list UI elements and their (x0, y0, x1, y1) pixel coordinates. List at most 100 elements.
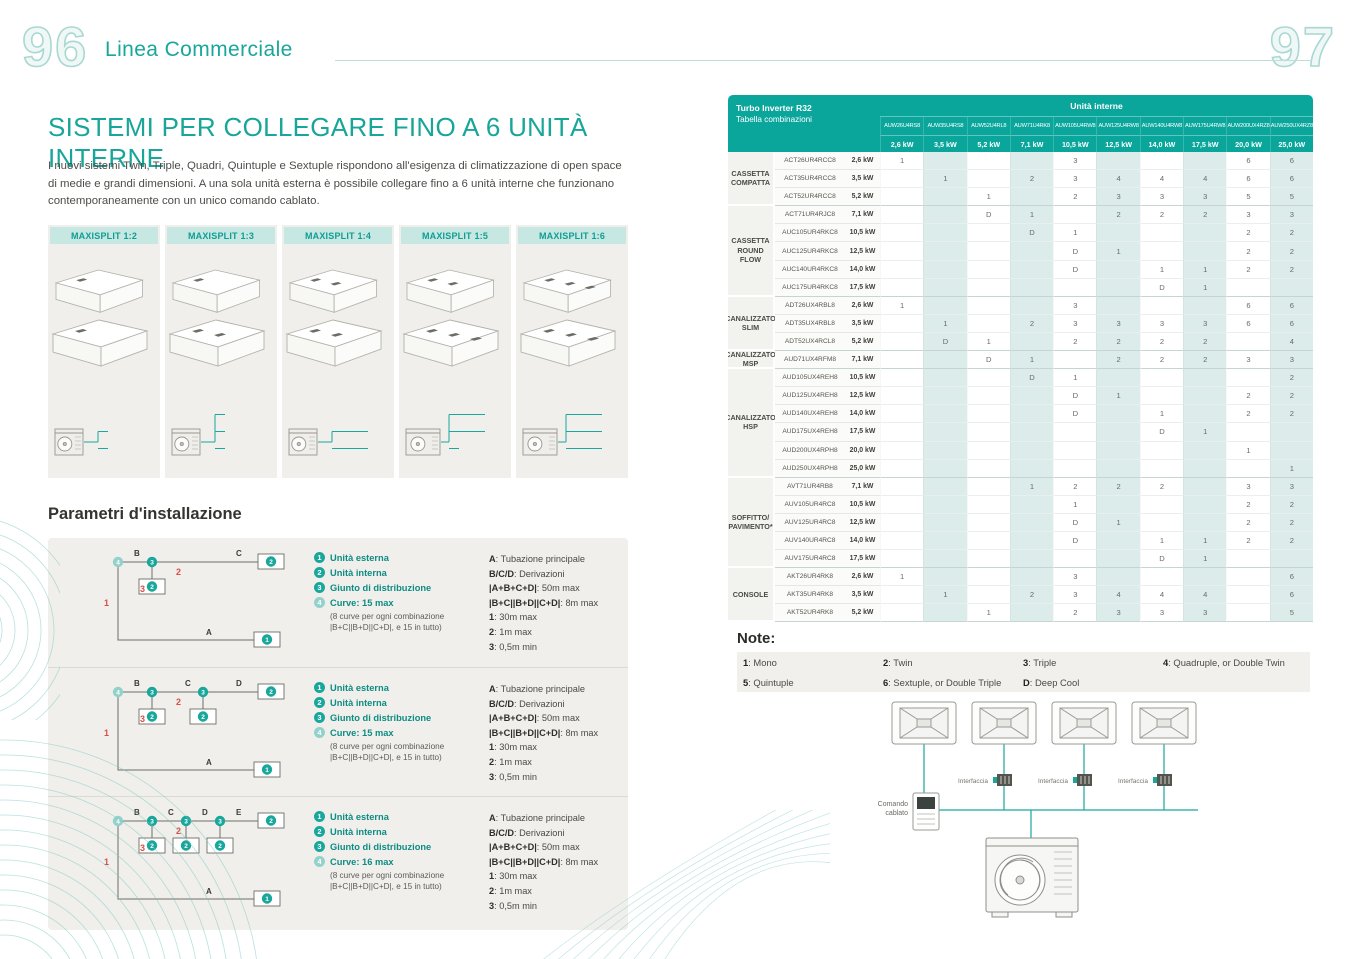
combination-cell: 3 (1269, 351, 1313, 370)
svg-text:1: 1 (104, 857, 109, 867)
legend-item-label: Unità interna (330, 826, 387, 837)
combination-cell: 4 (1269, 332, 1313, 352)
combination-cell (1009, 405, 1054, 424)
combination-cell: 2 (1226, 405, 1270, 424)
combination-cell: 2 (1269, 242, 1313, 261)
room-isometric (405, 269, 495, 313)
row-model: AUV175UR4RC8 (775, 550, 845, 569)
spec-key: 2 (489, 626, 495, 637)
install-legend: 1 Unità esterna 2 Unità interna 3 Giunto di d… (314, 544, 489, 667)
combination-cell: 1 (1183, 423, 1227, 442)
combination-cell: 3 (1096, 604, 1140, 623)
row-kw: 12,5 kW (845, 513, 880, 532)
room-isometric (288, 269, 378, 313)
combination-cell (1096, 550, 1140, 569)
combination-cell: 1 (1053, 496, 1097, 514)
combination-cell (966, 152, 1010, 171)
maxisplit-panel-label: MAXISPLIT 1:6 (518, 227, 626, 244)
combination-cell (1096, 441, 1140, 460)
spec-line: 1: 30m max (489, 612, 538, 623)
circled-number: 2 (214, 840, 226, 851)
combination-cell (1226, 279, 1270, 297)
legend-item: 3 Giunto di distribuzione (314, 582, 489, 593)
legend-item-label: Unità interna (330, 567, 387, 578)
combination-cell (880, 224, 924, 243)
combination-cell (1269, 278, 1313, 297)
svg-text:2: 2 (269, 818, 273, 825)
combination-cell: 6 (1226, 170, 1270, 189)
interface-label-1: Interfaccia (958, 778, 988, 785)
room-isometric (168, 319, 266, 367)
legend-number-badge: 4 (314, 856, 325, 867)
wired-controller-icon (912, 792, 940, 831)
note-item: 2: Twin (883, 656, 913, 668)
column-kw-header: 12,5 kW (1096, 135, 1140, 152)
maxisplit-panel-2: MAXISPLIT 1:2 (48, 225, 160, 478)
combination-cell: 3 (1053, 152, 1097, 171)
combination-cell: 1 (1139, 405, 1184, 424)
svg-text:2: 2 (201, 714, 205, 721)
combination-cell: 2 (1269, 531, 1313, 551)
row-group-label: CANALIZZATO MSP (728, 349, 776, 370)
spec-key: A (489, 684, 496, 694)
circled-number: 2 (197, 711, 209, 722)
row-model: AUD200UX4RPH8 (775, 441, 845, 460)
unit-box: 2 (257, 683, 285, 700)
spec-key: A (489, 554, 496, 564)
page-title: SISTEMI PER COLLEGARE FINO A 6 UNITÀ INT… (48, 112, 588, 173)
combination-cell: 2 (1269, 405, 1313, 424)
install-block-3: B C D E 2 3 2 3 2 3 2 1 4 1 3 2 A 1 Unità esterna 2 Unità in… (48, 796, 628, 925)
spec-line: |A+B+C+D|: 50m max (489, 713, 580, 724)
table-corner-cell: Turbo Inverter R32 Tabella combinazioni (728, 95, 880, 152)
combination-cell (1183, 568, 1227, 587)
spec-key: 3 (489, 771, 495, 782)
combination-cell: D (1139, 279, 1184, 297)
spec-key: 3 (489, 641, 495, 652)
combination-cell: 1 (923, 170, 967, 189)
combination-cell: 2 (1226, 387, 1270, 406)
column-model-header: AUW35U4RS8 (923, 117, 967, 135)
wave-line (649, 853, 830, 959)
note-key: D (1023, 676, 1030, 688)
circled-number: 3 (146, 686, 158, 698)
combination-cell (880, 279, 924, 297)
wave-line (633, 843, 830, 959)
combination-cell (1053, 279, 1097, 297)
legend-number-badge: 1 (314, 682, 325, 693)
combination-cell: 4 (1096, 586, 1140, 605)
unit-box: 2 (138, 578, 166, 595)
combination-cell (923, 152, 967, 171)
combination-cell: 2 (1183, 332, 1227, 352)
combination-cell (966, 478, 1010, 496)
spec-key: 3 (489, 900, 495, 911)
maxisplit-panel-art (516, 246, 628, 478)
contour-ring (0, 617, 3, 643)
combination-cell (966, 442, 1010, 460)
combination-cell: 5 (1269, 604, 1313, 623)
combination-cell: 1 (880, 568, 924, 587)
combination-cell: 3 (1053, 170, 1097, 189)
maxisplit-panel-label: MAXISPLIT 1:4 (284, 227, 392, 244)
combination-cell: D (1053, 405, 1097, 424)
combination-cell (1139, 387, 1184, 406)
note-item: 1: Mono (743, 656, 777, 668)
note-key: 5 (743, 676, 749, 688)
svg-text:A: A (206, 758, 212, 767)
combination-cell: 2 (1226, 532, 1270, 551)
install-specs: A: Tubazione principale B/C/D: Derivazion… (489, 803, 624, 925)
row-kw: 10,5 kW (845, 224, 880, 243)
spec-line: 1: 30m max (489, 871, 538, 882)
contour-ring (0, 769, 227, 959)
svg-text:A: A (206, 628, 212, 637)
legend-item-label: Unità esterna (330, 811, 389, 822)
legend-item: 2 Unità interna (314, 826, 489, 837)
combination-cell (1096, 495, 1140, 514)
combination-cell: 1 (1183, 278, 1227, 297)
svg-text:B: B (134, 679, 140, 688)
combination-cell (1096, 459, 1140, 478)
row-model: AUD125UX4REH8 (775, 387, 845, 406)
row-kw: 17,5 kW (845, 423, 880, 442)
